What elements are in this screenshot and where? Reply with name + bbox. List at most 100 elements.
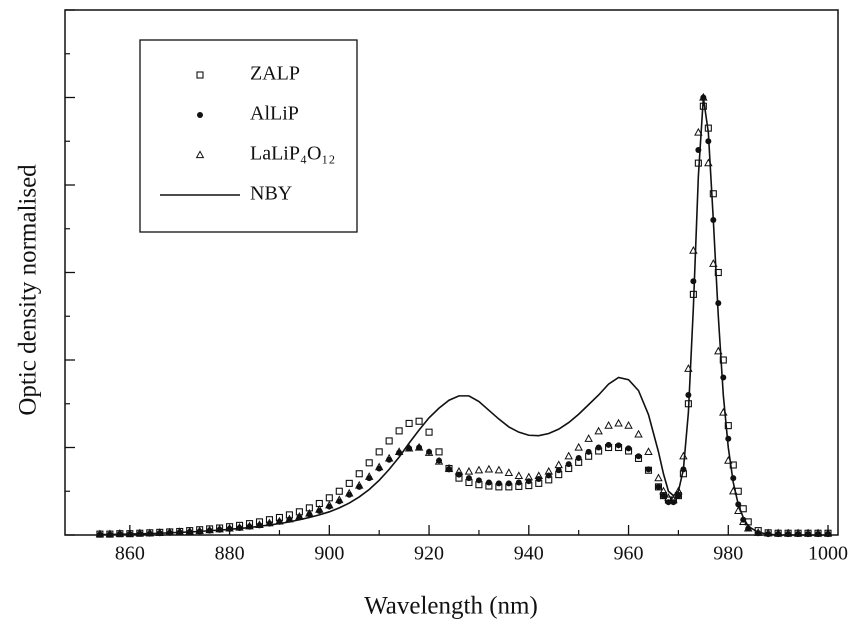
triangle-marker (325, 500, 334, 509)
triangle-marker (364, 472, 374, 480)
triangle-marker (624, 420, 633, 429)
x-tick-label: 940 (514, 543, 544, 565)
triangle-marker (584, 434, 593, 442)
triangle-marker (654, 473, 663, 482)
square-marker (365, 459, 373, 467)
dot-marker (555, 467, 562, 474)
triangle-marker (115, 529, 125, 537)
triangle-marker (664, 493, 673, 501)
dot-marker (615, 442, 622, 449)
x-axis-title: Wavelength (nm) (364, 593, 538, 620)
dot-marker (485, 479, 492, 486)
triangle-marker (694, 127, 703, 136)
triangle-marker (145, 528, 155, 537)
dot-marker (595, 444, 602, 451)
triangle-marker (484, 464, 494, 473)
triangle-marker (434, 456, 444, 465)
triangle-marker (255, 520, 264, 529)
series-line (99, 97, 829, 536)
triangle-marker (315, 504, 324, 513)
square-marker (405, 419, 413, 427)
dot-marker (645, 466, 652, 473)
triangle-marker (669, 495, 678, 504)
dot-marker (465, 475, 472, 482)
dot-marker (426, 448, 433, 455)
triangle-marker (773, 528, 783, 537)
triangle-marker (783, 528, 793, 537)
triangle-marker (574, 442, 583, 451)
triangle-marker (614, 418, 623, 427)
triangle-marker (504, 468, 514, 476)
triangle-marker (763, 528, 773, 537)
square-marker (355, 470, 363, 478)
legend-label: LaLiP₄O₁₂ (250, 143, 335, 165)
triangle-marker (494, 465, 504, 474)
square-marker (325, 494, 333, 502)
triangle-marker (95, 529, 105, 538)
triangle-marker (564, 451, 573, 460)
x-tick-label: 880 (215, 543, 245, 565)
square-marker (345, 479, 353, 487)
triangle-marker (404, 443, 414, 452)
dot-marker (690, 278, 697, 285)
triangle-marker (803, 528, 813, 537)
triangle-marker (679, 451, 688, 460)
legend-label: AlLiP (250, 103, 299, 125)
triangle-marker (354, 480, 364, 489)
triangle-marker (235, 522, 244, 531)
triangle-marker (215, 524, 224, 533)
legend-box (139, 39, 358, 233)
triangle-marker (384, 453, 394, 462)
legend-label: ZALP (250, 63, 300, 85)
triangle-marker (594, 426, 603, 435)
triangle-marker (175, 527, 184, 536)
dot-marker (585, 448, 592, 455)
dot-marker (515, 479, 522, 486)
square-marker (415, 417, 423, 425)
triangle-marker (305, 508, 314, 517)
square-marker (375, 448, 383, 456)
triangle-marker (414, 442, 424, 451)
triangle-marker (165, 527, 174, 536)
triangle-marker (464, 466, 474, 475)
triangle-marker (823, 528, 833, 537)
legend-label: NBY (250, 183, 292, 205)
dot-marker (495, 480, 502, 487)
dot-marker (565, 461, 572, 468)
triangle-marker (245, 521, 254, 530)
triangle-marker (634, 429, 643, 438)
triangle-marker (105, 529, 115, 538)
x-tick-label: 860 (115, 543, 145, 565)
dot-marker (475, 477, 482, 484)
triangle-marker (604, 420, 613, 429)
triangle-marker (544, 466, 553, 475)
square-marker (425, 428, 433, 436)
triangle-marker (195, 150, 205, 159)
square-marker (196, 71, 204, 79)
dot-marker (720, 374, 727, 381)
square-marker (395, 427, 403, 435)
y-axis-title: Optic density normalised (15, 164, 42, 416)
triangle-marker (205, 525, 214, 534)
square-marker (435, 448, 443, 456)
dot-marker (625, 445, 632, 452)
dot-marker (545, 472, 552, 479)
triangle-marker (474, 465, 484, 474)
dot-marker (525, 478, 532, 485)
dot-marker (436, 457, 443, 464)
triangle-marker (514, 471, 524, 480)
triangle-marker (374, 462, 384, 471)
triangle-marker (125, 529, 135, 537)
triangle-marker (185, 526, 194, 535)
triangle-marker (454, 466, 464, 475)
triangle-marker (345, 488, 354, 497)
triangle-marker (335, 495, 344, 504)
triangle-marker (155, 528, 164, 536)
dot-marker (635, 453, 642, 460)
dot-marker (505, 480, 512, 487)
square-marker (335, 487, 343, 495)
x-tick-label: 900 (314, 543, 344, 565)
triangle-marker (444, 463, 454, 472)
triangle-marker (265, 518, 274, 527)
